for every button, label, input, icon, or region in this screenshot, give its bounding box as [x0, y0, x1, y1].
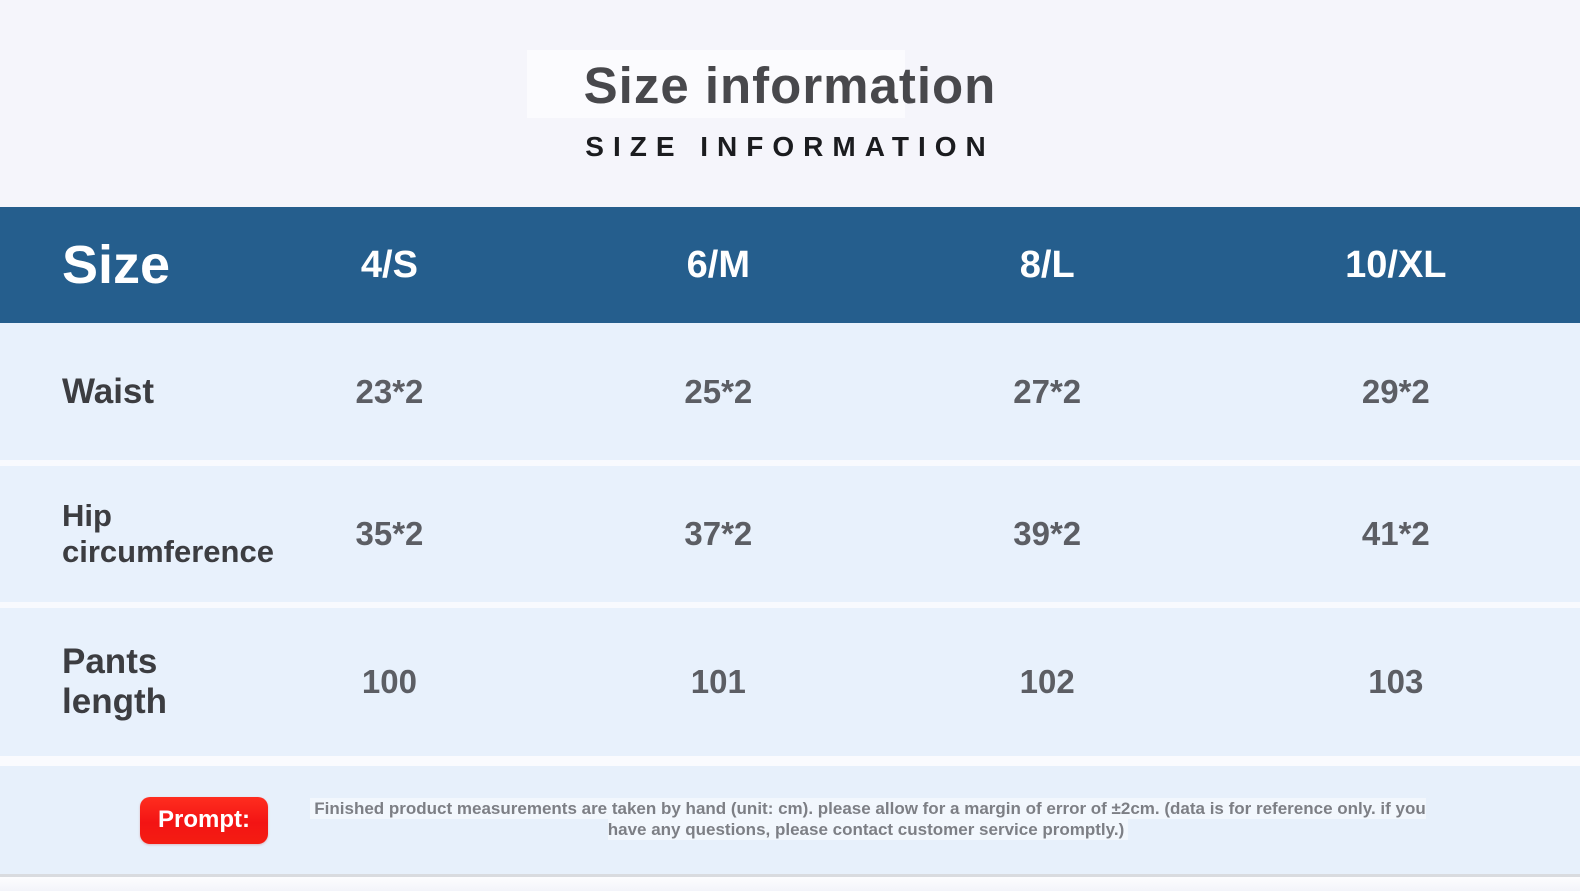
row-label: Hip circumference: [62, 498, 274, 569]
title-highlight-box: [527, 50, 905, 118]
cell-value: 39*2: [1013, 515, 1082, 552]
cell-value: 25*2: [684, 372, 753, 410]
header-size-label: Size: [62, 235, 171, 295]
cell-value: 102: [1019, 663, 1075, 700]
cell-value: 23*2: [355, 372, 424, 410]
header-col-6m: 6/M: [686, 243, 750, 286]
cell-value: 100: [361, 663, 417, 700]
size-table: Size 4/S 6/M 8/L 10/XL Waist 23*2 25*2 2…: [0, 207, 1580, 756]
header-col-8l: 8/L: [1019, 243, 1075, 286]
table-row-pants-length: Pants length 100 101 102 103: [0, 608, 1580, 756]
note-section: Prompt: Finished product measurements ar…: [0, 766, 1580, 874]
cell-value: 41*2: [1361, 515, 1430, 552]
cell-value: 103: [1368, 663, 1424, 700]
table-bottom-gap: [0, 756, 1580, 766]
row-label: Pants length: [62, 642, 167, 721]
header-col-10xl: 10/XL: [1345, 243, 1447, 286]
cell-value: 35*2: [355, 515, 424, 552]
cell-value: 29*2: [1361, 372, 1430, 410]
cell-value: 27*2: [1013, 372, 1082, 410]
row-separator: [0, 602, 1580, 608]
cell-value: 101: [690, 663, 746, 700]
table-row-hip: Hip circumference 35*2 37*2 39*2 41*2: [0, 466, 1580, 602]
page-subtitle: SIZE INFORMATION: [585, 131, 995, 162]
cell-value: 37*2: [684, 515, 753, 552]
row-separator: [0, 460, 1580, 466]
title-section: Size information SIZE INFORMATION: [0, 0, 1580, 207]
table-header-row: Size 4/S 6/M 8/L 10/XL: [0, 207, 1580, 323]
bottom-strip: [0, 874, 1580, 891]
note-text: Finished product measurements are taken …: [310, 798, 1426, 840]
row-label: Waist: [62, 371, 155, 411]
prompt-badge: Prompt:: [140, 796, 268, 844]
header-col-4s: 4/S: [360, 243, 418, 286]
note-text-wrapper: Finished product measurements are taken …: [294, 798, 1442, 840]
page-title: Size information: [583, 57, 997, 114]
table-row-waist: Waist 23*2 25*2 27*2 29*2: [0, 323, 1580, 460]
